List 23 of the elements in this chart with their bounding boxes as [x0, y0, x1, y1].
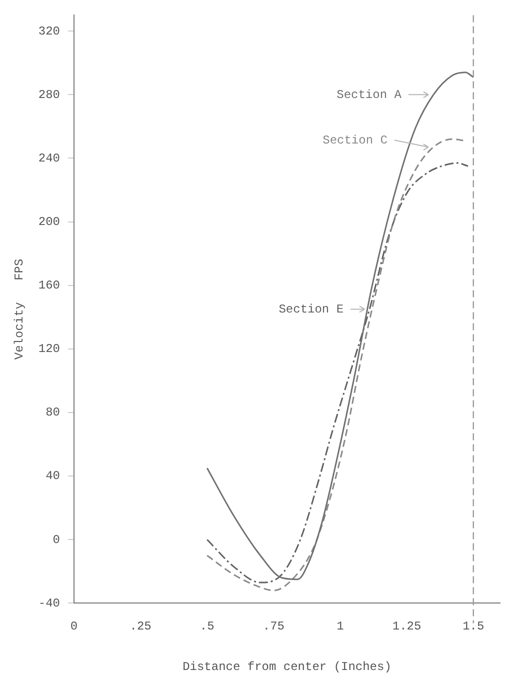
y-tick-label: 0 [52, 532, 60, 547]
y-tick-label: 120 [38, 342, 60, 356]
y-tick-label: 160 [38, 278, 60, 293]
y-tick-label: 40 [46, 469, 60, 484]
x-tick-label: 1 [336, 620, 344, 634]
series-label: Section E [278, 302, 344, 316]
y-tick-label: 280 [38, 88, 60, 102]
line-series [206, 72, 474, 580]
series-label: Section A [336, 88, 402, 102]
y-axis-title: Velocity FPS [12, 258, 26, 360]
x-tick-label: .25 [130, 620, 152, 634]
text: Section C [322, 133, 388, 148]
x-axis-title: Distance from center (Inches) [182, 660, 392, 674]
x-tick-label: 1.5 [462, 620, 484, 634]
x-tick-label: .5 [200, 620, 214, 634]
y-tick-label: -40 [38, 596, 60, 610]
y-tick-label: 320 [38, 24, 60, 38]
x-tick-label: .75 [262, 620, 284, 634]
x-tick-label: 0 [70, 620, 78, 634]
y-tick-label: 80 [46, 406, 60, 420]
x-tick-label: 1.25 [392, 620, 422, 634]
y-tick-label: 240 [38, 151, 60, 166]
y-tick-label: 200 [38, 214, 60, 229]
